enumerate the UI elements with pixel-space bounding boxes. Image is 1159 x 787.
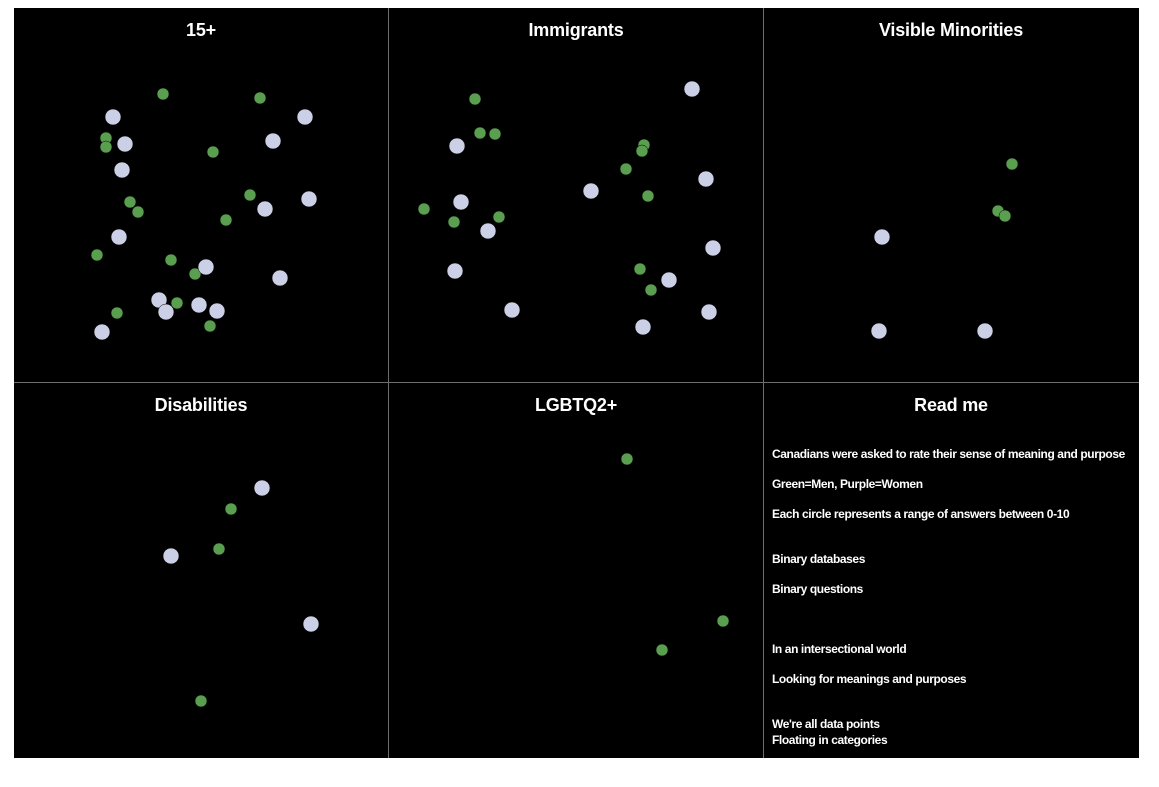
women-data-point [302, 615, 320, 633]
men-data-point [619, 162, 633, 176]
women-data-point [660, 271, 678, 289]
readme-line: Each circle represents a range of answer… [772, 507, 1070, 521]
men-data-point [1005, 157, 1019, 171]
divider-vertical [388, 8, 389, 758]
men-data-point [641, 189, 655, 203]
women-data-point [683, 80, 701, 98]
readme-line: Floating in categories [772, 733, 888, 747]
men-data-point [212, 542, 226, 556]
divider-horizontal [14, 382, 1139, 383]
men-data-point [123, 195, 137, 209]
women-data-point [264, 132, 282, 150]
women-data-point [162, 547, 180, 565]
men-data-point [447, 215, 461, 229]
women-data-point [256, 200, 274, 218]
panel-title: 15+ [186, 20, 216, 40]
scatter-plot [90, 87, 318, 341]
women-data-point [704, 239, 722, 257]
men-data-point [417, 202, 431, 216]
women-data-point [700, 303, 718, 321]
women-data-point [300, 190, 318, 208]
men-data-point [635, 144, 649, 158]
women-data-point [446, 262, 464, 280]
readme-line: Binary questions [772, 582, 863, 596]
men-data-point [170, 296, 184, 310]
women-data-point [197, 258, 215, 276]
women-data-point [448, 137, 466, 155]
scatter-plot [417, 80, 722, 336]
men-data-point [194, 694, 208, 708]
women-data-point [190, 296, 208, 314]
readme-line: Canadians were asked to rate their sense… [772, 447, 1125, 461]
women-data-point [104, 108, 122, 126]
men-data-point [633, 262, 647, 276]
women-data-point [296, 108, 314, 126]
women-data-point [503, 301, 521, 319]
scatter-plot [620, 452, 730, 657]
men-data-point [164, 253, 178, 267]
panel-title: Disabilities [154, 395, 248, 415]
women-data-point [634, 318, 652, 336]
men-data-point [488, 127, 502, 141]
panel-title: LGBTQ2+ [534, 395, 618, 415]
readme-line: Green=Men, Purple=Women [772, 477, 923, 491]
men-data-point [243, 188, 257, 202]
women-data-point [93, 323, 111, 341]
women-data-point [116, 135, 134, 153]
divider-vertical [763, 8, 764, 758]
men-data-point [99, 140, 113, 154]
chart-grid: 15+ Immigrants Visible Minorities Disabi… [14, 8, 1139, 758]
men-data-point [492, 210, 506, 224]
panel-disabilities: Disabilities [14, 383, 388, 757]
women-data-point [271, 269, 289, 287]
readme-line: Looking for meanings and purposes [772, 672, 967, 686]
panel-readme: Read me Canadians were asked to rate the… [764, 383, 1138, 757]
panel-immigrants: Immigrants [389, 8, 763, 382]
women-data-point [110, 228, 128, 246]
readme-title: Read me [914, 395, 988, 415]
panel-visible-minorities: Visible Minorities [764, 8, 1138, 382]
panel-lgbtq2plus: LGBTQ2+ [389, 383, 763, 757]
men-data-point [998, 209, 1012, 223]
men-data-point [620, 452, 634, 466]
men-data-point [253, 91, 267, 105]
men-data-point [188, 267, 202, 281]
readme-line: In an intersectional world [772, 642, 907, 656]
men-data-point [468, 92, 482, 106]
men-data-point [110, 306, 124, 320]
panel-title: Immigrants [528, 20, 624, 40]
panel-title: Visible Minorities [878, 20, 1024, 40]
women-data-point [697, 170, 715, 188]
women-data-point [208, 302, 226, 320]
readme-line: Binary databases [772, 552, 865, 566]
women-data-point [452, 193, 470, 211]
men-data-point [644, 283, 658, 297]
men-data-point [224, 502, 238, 516]
men-data-point [473, 126, 487, 140]
men-data-point [206, 145, 220, 159]
women-data-point [870, 322, 888, 340]
women-data-point [157, 303, 175, 321]
women-data-point [253, 479, 271, 497]
scatter-plot [162, 479, 320, 708]
men-data-point [90, 248, 104, 262]
women-data-point [113, 161, 131, 179]
women-data-point [976, 322, 994, 340]
readme-line: We're all data points [772, 717, 880, 731]
scatter-plot [870, 157, 1019, 340]
women-data-point [582, 182, 600, 200]
men-data-point [156, 87, 170, 101]
men-data-point [716, 614, 730, 628]
men-data-point [219, 213, 233, 227]
women-data-point [873, 228, 891, 246]
men-data-point [131, 205, 145, 219]
women-data-point [479, 222, 497, 240]
men-data-point [655, 643, 669, 657]
panel-15plus: 15+ [14, 8, 388, 382]
men-data-point [203, 319, 217, 333]
